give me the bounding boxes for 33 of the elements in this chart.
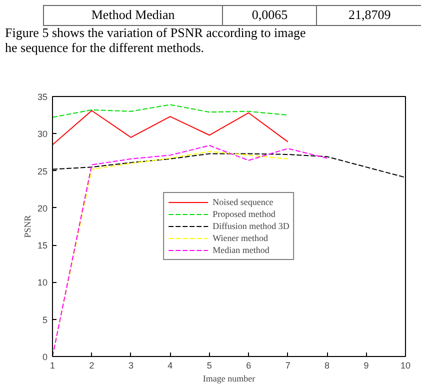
- y-tick-label: 5: [42, 314, 48, 325]
- line-series: [52, 110, 288, 146]
- text: 0,0065: [222, 6, 317, 26]
- x-tick-label: 5: [206, 360, 212, 370]
- line-series: [52, 145, 328, 356]
- y-tick-label: 10: [37, 278, 48, 288]
- text: Method Median: [44, 6, 223, 26]
- y-tick-label: 30: [37, 129, 48, 140]
- text: he sequence for the different methods.: [5, 40, 204, 55]
- y-axis-title: PSNR: [22, 215, 32, 238]
- x-tick-label: 8: [324, 360, 330, 370]
- x-tick-label: 4: [168, 360, 173, 370]
- legend-label: Diffusion method 3D: [212, 221, 290, 231]
- caption: Figure 5 shows the variation of PSNR according to image: [5, 24, 306, 40]
- line-series: [52, 104, 288, 118]
- y-tick-label: 25: [37, 166, 48, 176]
- x-tick-label: 2: [89, 360, 94, 370]
- x-tick-label: 7: [285, 360, 290, 370]
- x-tick-label: 10: [400, 360, 411, 370]
- legend-label: Median method: [212, 245, 270, 255]
- x-tick-label: 9: [364, 360, 369, 370]
- x-tick-label: 6: [246, 360, 252, 370]
- y-tick-label: 0: [42, 352, 48, 362]
- y-tick-label: 35: [37, 92, 48, 102]
- y-tick-label: 15: [37, 240, 48, 251]
- legend-label: Proposed method: [212, 209, 276, 219]
- legend-label: Wiener method: [212, 233, 268, 243]
- legend-label: Noised sequence: [212, 197, 274, 207]
- x-axis-title: Image number: [202, 374, 256, 384]
- x-tick-label: 1: [50, 360, 56, 370]
- y-tick-label: 20: [37, 203, 48, 214]
- text: 21,8709: [316, 6, 421, 26]
- x-tick-label: 3: [128, 360, 134, 370]
